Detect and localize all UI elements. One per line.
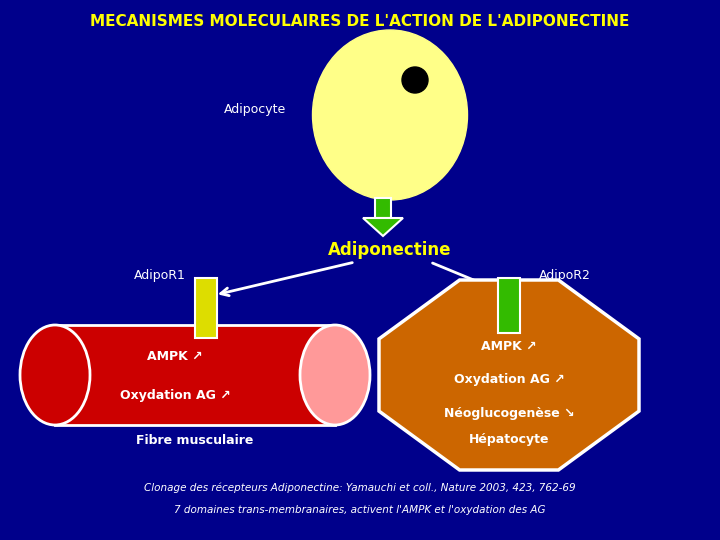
Text: Oxydation AG ↗: Oxydation AG ↗ <box>120 388 230 402</box>
Ellipse shape <box>20 325 90 425</box>
Polygon shape <box>379 280 639 470</box>
Ellipse shape <box>312 30 467 200</box>
Text: Fibre musculaire: Fibre musculaire <box>136 434 253 447</box>
Text: Clonage des récepteurs Adiponectine: Yamauchi et coll., Nature 2003, 423, 762-69: Clonage des récepteurs Adiponectine: Yam… <box>144 483 576 493</box>
FancyBboxPatch shape <box>195 278 217 338</box>
Text: Adiponectine: Adiponectine <box>328 241 451 259</box>
Circle shape <box>402 67 428 93</box>
Text: MECANISMES MOLECULAIRES DE L'ACTION DE L'ADIPONECTINE: MECANISMES MOLECULAIRES DE L'ACTION DE L… <box>90 15 630 30</box>
Text: AdipoR2: AdipoR2 <box>539 268 591 281</box>
Text: Néoglucogenèse ↘: Néoglucogenèse ↘ <box>444 407 575 420</box>
Text: AMPK ↗: AMPK ↗ <box>147 350 203 363</box>
Text: AMPK ↗: AMPK ↗ <box>481 341 537 354</box>
Text: 7 domaines trans-membranaires, activent l'AMPK et l'oxydation des AG: 7 domaines trans-membranaires, activent … <box>174 505 546 515</box>
FancyBboxPatch shape <box>55 325 335 425</box>
Ellipse shape <box>300 325 370 425</box>
Text: AdipoR1: AdipoR1 <box>134 268 186 281</box>
Text: Adipocyte: Adipocyte <box>224 104 286 117</box>
Polygon shape <box>363 218 403 236</box>
FancyBboxPatch shape <box>498 278 520 333</box>
Text: Hépatocyte: Hépatocyte <box>469 434 549 447</box>
Text: Oxydation AG ↗: Oxydation AG ↗ <box>454 374 564 387</box>
FancyBboxPatch shape <box>375 198 391 218</box>
